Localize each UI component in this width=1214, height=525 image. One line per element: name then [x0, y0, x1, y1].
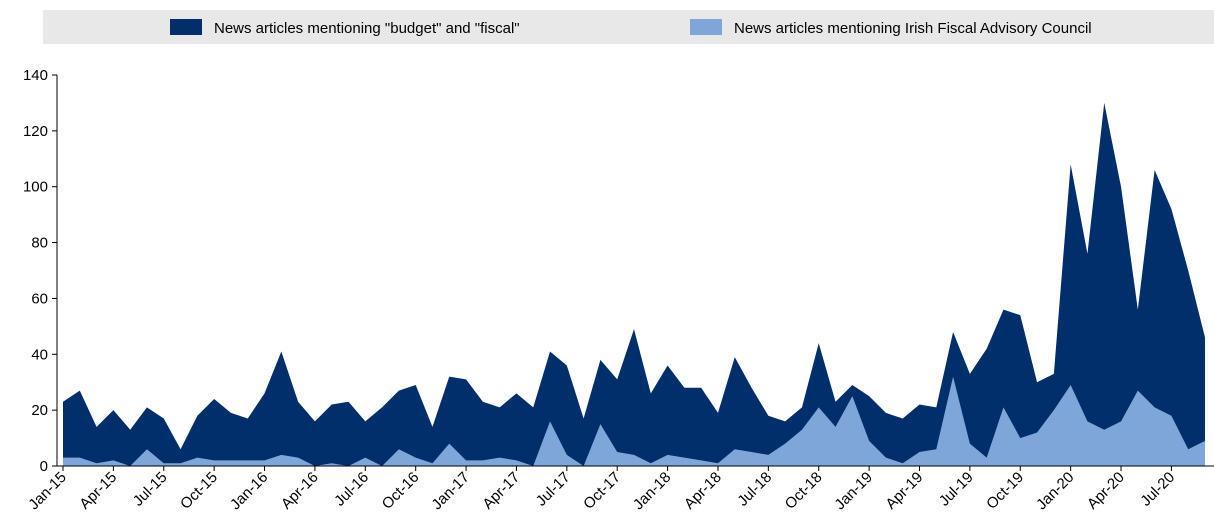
x-tick-label: Jul-16 [331, 469, 372, 510]
x-tick-label: Apr-15 [76, 469, 120, 513]
legend-swatch [690, 19, 722, 35]
area [63, 102, 1205, 466]
legend-label: News articles mentioning "budget" and "f… [214, 20, 520, 37]
x-tick-label: Oct-15 [177, 469, 221, 513]
x-tick-label: Jul-18 [734, 469, 775, 510]
x-tick-label: Oct-18 [782, 469, 826, 513]
y-tick-label: 40 [31, 346, 48, 363]
x-tick-label: Jan-17 [428, 469, 472, 513]
y-tick-label: 120 [23, 123, 48, 140]
x-tick-label: Jul-19 [936, 469, 977, 510]
x-tick-label: Oct-16 [379, 469, 423, 513]
x-tick-label: Apr-20 [1084, 469, 1128, 513]
x-tick-label: Jan-20 [1033, 469, 1077, 513]
x-tick-label: Oct-17 [580, 469, 624, 513]
x-tick-label: Apr-17 [479, 469, 523, 513]
y-tick-label: 20 [31, 402, 48, 419]
area [63, 376, 1205, 466]
legend-swatch [170, 19, 202, 35]
legend-label: News articles mentioning Irish Fiscal Ad… [734, 20, 1092, 37]
y-tick-label: 60 [31, 290, 48, 307]
y-tick-label: 0 [40, 458, 48, 475]
x-tick-label: Jan-18 [630, 469, 674, 513]
x-tick-label: Apr-19 [882, 469, 926, 513]
legend-background [43, 10, 1214, 44]
x-tick-label: Apr-18 [681, 469, 725, 513]
y-tick-label: 140 [23, 67, 48, 84]
x-tick-label: Jan-15 [25, 469, 69, 513]
x-tick-label: Oct-19 [983, 469, 1027, 513]
x-tick-label: Jul-17 [533, 469, 574, 510]
x-tick-label: Apr-16 [278, 469, 322, 513]
x-tick-label: Jul-15 [130, 469, 171, 510]
x-tick-label: Jan-16 [227, 469, 271, 513]
y-tick-label: 80 [31, 235, 48, 252]
x-tick-label: Jul-20 [1137, 469, 1178, 510]
y-tick-label: 100 [23, 179, 48, 196]
x-tick-label: Jan-19 [831, 469, 875, 513]
